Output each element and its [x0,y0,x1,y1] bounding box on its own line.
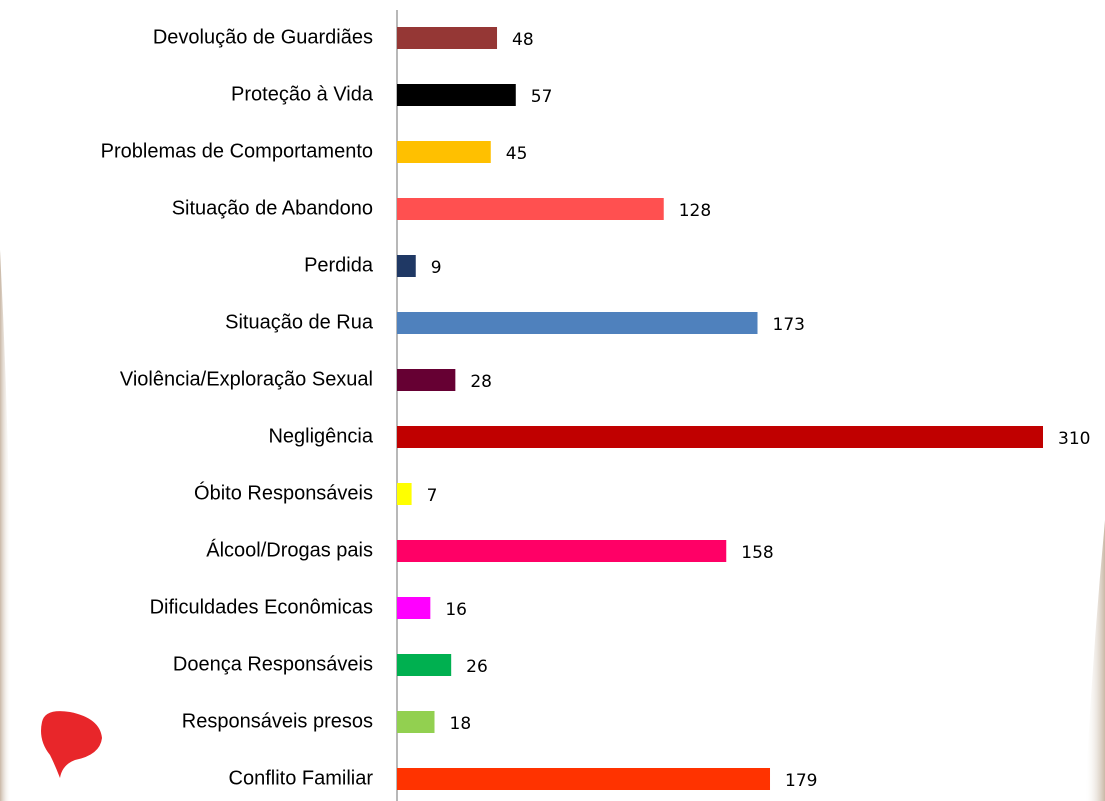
bar [397,198,664,220]
value-label: 179 [785,771,817,791]
bar [397,312,758,334]
value-label: 57 [531,87,553,107]
bar [397,426,1043,448]
value-label: 26 [466,657,488,677]
bar [397,369,456,391]
value-label: 9 [431,258,442,278]
value-label: 7 [427,486,438,506]
category-label: Situação de Rua [225,311,374,333]
value-label: 158 [741,543,773,563]
bar [397,27,498,49]
value-label: 16 [445,600,467,620]
value-label: 18 [450,714,472,734]
category-label: Devolução de Guardiães [153,26,373,48]
category-label: Problemas de Comportamento [101,140,373,162]
category-label: Dificuldades Econômicas [150,596,373,618]
edge-decoration [0,250,11,801]
category-label: Responsáveis presos [182,710,373,732]
value-label: 28 [470,372,492,392]
value-label: 173 [773,315,805,335]
bar [397,141,491,163]
value-label: 128 [679,201,711,221]
value-label: 45 [506,144,528,164]
bar [397,768,771,790]
category-label: Álcool/Drogas pais [206,538,373,561]
category-label: Negligência [268,425,373,447]
category-label: Perdida [304,254,374,276]
bar [397,711,435,733]
category-label: Violência/Exploração Sexual [120,368,373,390]
bar [397,255,416,277]
category-label: Doença Responsáveis [173,653,373,675]
bar [397,483,412,505]
category-label: Proteção à Vida [231,83,374,105]
heart-decoration [41,711,102,778]
bar [397,654,452,676]
value-label: 48 [512,30,534,50]
category-label: Óbito Responsáveis [194,481,373,504]
category-label: Conflito Familiar [229,767,374,789]
bar [397,84,516,106]
bar [397,597,431,619]
bar [397,540,727,562]
category-label: Situação de Abandono [172,197,373,219]
value-label: 310 [1058,429,1090,449]
edge-decoration [1085,520,1105,801]
